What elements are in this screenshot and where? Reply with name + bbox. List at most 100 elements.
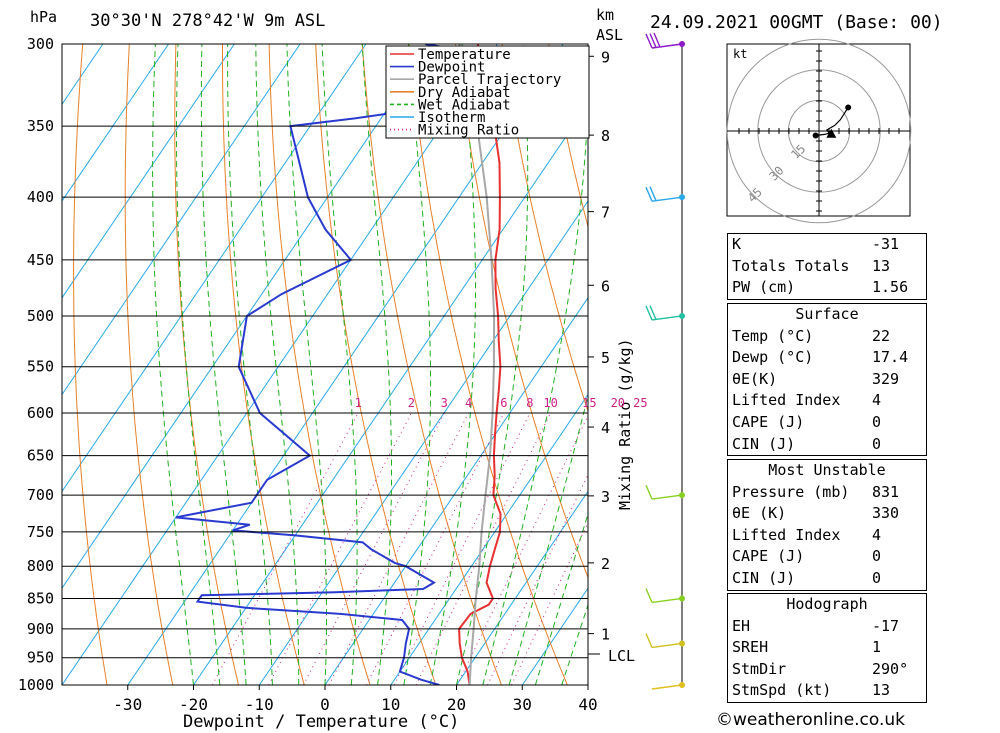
wind-barb xyxy=(645,484,683,500)
pressure-tick-label: 450 xyxy=(27,251,54,269)
wind-barb-shaft xyxy=(651,642,683,649)
surface-value: 329 xyxy=(872,369,900,388)
surface-row: Lifted Index 4 xyxy=(728,390,926,412)
surface-key: Temp (°C) xyxy=(732,326,814,345)
index-key: K xyxy=(732,235,742,253)
mixing-ratio-tick-label: 25 xyxy=(633,396,647,410)
surface-value: 0 xyxy=(872,412,882,431)
wind-barb-shaft xyxy=(651,494,683,500)
wind-barb-feather xyxy=(649,305,657,320)
legend-label: Parcel Trajectory xyxy=(418,72,561,88)
surface-value: 0 xyxy=(872,434,882,453)
temperature-profile xyxy=(458,44,502,685)
most-unstable-panel: Most Unstable Pressure (mb) 831 θE (K) 330… xyxy=(727,459,927,591)
mixing-ratio-tick-label: 8 xyxy=(526,396,533,410)
pressure-tick-label: 300 xyxy=(27,35,54,53)
wind-barb-shaft xyxy=(651,684,683,690)
surface-row: Dewp (°C) 17.4 xyxy=(728,347,926,369)
dry-adiabat-line xyxy=(501,44,588,413)
isotherm-line xyxy=(62,44,301,396)
wind-barb-shaft xyxy=(651,43,683,49)
dry-adiabat-line xyxy=(268,44,371,685)
index-key: PW (cm) xyxy=(732,278,796,297)
isotherm-line xyxy=(456,490,588,685)
legend-label: Temperature xyxy=(418,47,511,63)
km-tick-label: 4 xyxy=(601,419,610,437)
index-value: 1.56 xyxy=(872,278,909,297)
surface-panel: Surface Temp (°C) 22 Dewp (°C) 17.4 θE(K) 3… xyxy=(727,303,927,457)
dry-adiabat-line xyxy=(73,44,108,685)
index-row-pw: PW (cm) 1.56 xyxy=(728,277,926,299)
hodo-row: StmSpd (kt) 13 xyxy=(728,680,926,702)
km-tick-label: 6 xyxy=(601,277,610,295)
pressure-tick-label: 650 xyxy=(27,447,54,465)
km-tick-label: 8 xyxy=(601,127,610,145)
surface-key: Lifted Index xyxy=(732,391,841,410)
surface-value: 22 xyxy=(872,326,891,345)
mixing-ratio-line xyxy=(393,412,531,685)
wind-barb-feather xyxy=(645,305,653,321)
surface-row: θE(K) 329 xyxy=(728,369,926,391)
isotherm-line xyxy=(258,200,588,685)
wet-adiabat-line xyxy=(152,44,194,685)
dry-adiabat-line xyxy=(922,44,1000,685)
surface-row: CIN (J) 0 xyxy=(728,434,926,456)
footer-credit[interactable]: ©weatheronline.co.uk xyxy=(716,710,906,730)
mu-key: θE (K) xyxy=(732,504,787,523)
hodo-row: EH -17 xyxy=(728,616,926,638)
km-tick-label: 3 xyxy=(601,488,610,506)
isotherm-line xyxy=(127,44,564,685)
mixing-ratio-line xyxy=(511,521,588,685)
x-tick-label: 30 xyxy=(513,695,532,714)
wind-barb xyxy=(645,633,683,649)
x-tick-label: 20 xyxy=(447,695,466,714)
mu-row: Pressure (mb) 831 xyxy=(728,482,926,504)
mu-key: CIN (J) xyxy=(732,568,796,587)
pressure-tick-label: 500 xyxy=(27,307,54,325)
dry-adiabat-line xyxy=(174,44,239,685)
pressure-tick-label: 900 xyxy=(27,620,54,638)
most-unstable-title: Most Unstable xyxy=(768,461,886,479)
index-value: 13 xyxy=(872,256,891,275)
hodograph-start-point xyxy=(812,132,819,139)
km-tick-label: 2 xyxy=(601,555,610,573)
mixing-ratio-line xyxy=(456,414,588,685)
pressure-tick-label: 600 xyxy=(27,404,54,422)
hodograph-title: Hodograph xyxy=(786,595,868,613)
mu-row: θE (K) 330 xyxy=(728,503,926,525)
isotherm-line xyxy=(62,44,367,493)
pressure-tick-label: 700 xyxy=(27,486,54,504)
wind-barb-feather xyxy=(645,588,653,603)
hodo-value: 1 xyxy=(872,638,882,657)
isotherm-line xyxy=(193,103,588,685)
mixing-ratio-tick-label: 1 xyxy=(355,396,362,410)
surface-row: CAPE (J) 0 xyxy=(728,412,926,434)
hodo-key: StmSpd (kt) xyxy=(732,681,832,700)
mixing-ratio-tick-label: 10 xyxy=(543,396,557,410)
hodo-key: StmDir xyxy=(732,659,787,678)
pressure-tick-label: 750 xyxy=(27,523,54,541)
isotherm-line xyxy=(62,44,433,590)
legend-box xyxy=(385,45,590,139)
hodograph-trace xyxy=(815,107,849,137)
dry-adiabat-line xyxy=(548,44,588,229)
surface-title: Surface xyxy=(795,305,859,323)
legend-label: Dewpoint xyxy=(418,60,485,76)
storm-motion-marker xyxy=(826,128,837,138)
x-tick-label: 40 xyxy=(578,695,597,714)
km-tick-label: 5 xyxy=(601,349,610,367)
pressure-tick-label: 350 xyxy=(27,117,54,135)
index-value: -31 xyxy=(872,235,900,253)
mu-value: 0 xyxy=(872,547,882,566)
wind-barb xyxy=(645,588,683,604)
hodo-row: StmDir 290° xyxy=(728,659,926,681)
pressure-tick-label: 950 xyxy=(27,649,54,667)
hodo-key: SREH xyxy=(732,638,769,657)
location-title: 30°30'N 278°42'W 9m ASL xyxy=(90,11,325,31)
pressure-tick-label: 1000 xyxy=(18,676,54,694)
hodo-key: EH xyxy=(732,616,751,635)
pressure-tick-label: 850 xyxy=(27,589,54,607)
surface-key: CAPE (J) xyxy=(732,412,805,431)
mixing-ratio-tick-label: 2 xyxy=(408,396,415,410)
